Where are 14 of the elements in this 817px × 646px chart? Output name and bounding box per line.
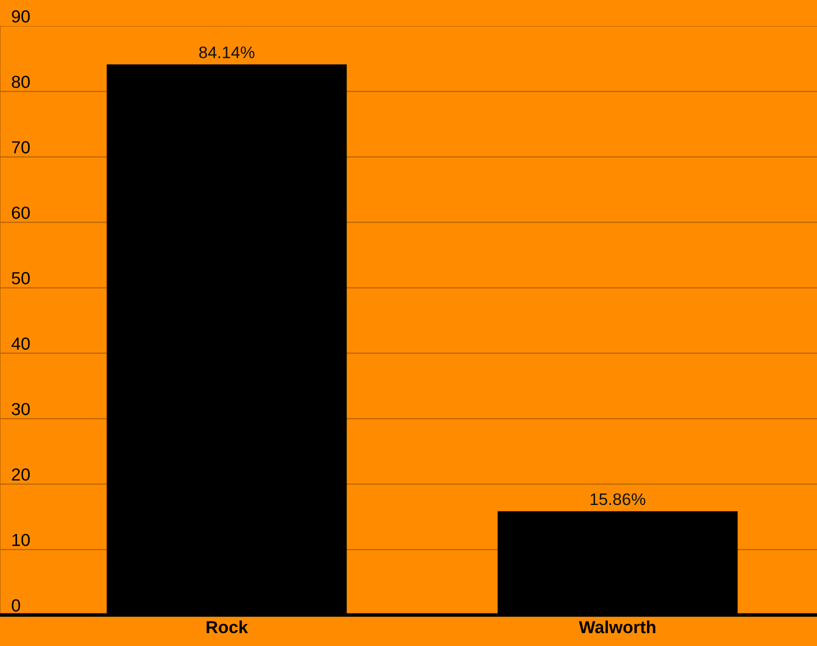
y-tick-label: 30 <box>12 402 30 416</box>
x-tick-label: Walworth <box>578 620 656 634</box>
y-tick-label: 0 <box>12 599 20 612</box>
y-tick-label: 10 <box>12 534 30 546</box>
y-tick-label: 50 <box>12 272 30 284</box>
y-tick-label: 80 <box>12 76 30 88</box>
x-tick-label: Rock <box>206 620 248 634</box>
y-tick-label: 20 <box>12 468 30 481</box>
y-tick-label: 70 <box>12 141 30 154</box>
data-label: 84.14% <box>199 46 254 58</box>
y-tick-label: 40 <box>12 337 30 350</box>
data-label: 15.86% <box>590 493 646 506</box>
y-tick-label: 60 <box>12 206 30 219</box>
y-tick-label: 90 <box>12 10 30 23</box>
